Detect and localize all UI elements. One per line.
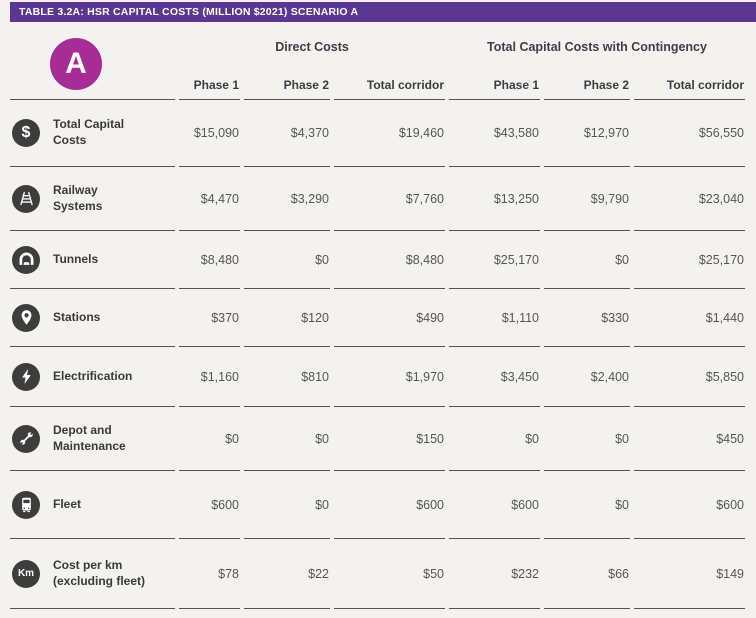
table-row-depot-maintenance: Depot and Maintenance $0 $0 $150 $0 $0 $…	[10, 407, 746, 471]
cell-value: $0	[544, 231, 631, 289]
cell-value: $450	[634, 407, 746, 471]
cell-value: $600	[634, 471, 746, 539]
cell-value: $23,040	[634, 167, 746, 231]
row-label: Railway Systems	[53, 182, 103, 213]
cell-value: $149	[634, 539, 746, 609]
cell-value: $0	[544, 471, 631, 539]
row-label: Stations	[53, 309, 101, 324]
cell-value: $3,450	[449, 347, 541, 407]
cell-value: $7,760	[334, 167, 446, 231]
cell-value: $56,550	[634, 100, 746, 167]
group-header-total-with-contingency: Total Capital Costs with Contingency	[487, 40, 707, 54]
row-label: Total Capital Costs	[53, 117, 125, 147]
cell-value: $9,790	[544, 167, 631, 231]
row-label: Electrification	[53, 368, 133, 383]
cell-value: $600	[334, 471, 446, 539]
table-row-cost-per-km: Km Cost per km (excluding fleet) $78 $22…	[10, 539, 746, 609]
tunnel-icon	[12, 245, 40, 274]
cell-value: $43,580	[449, 100, 541, 167]
cell-value: $0	[244, 471, 330, 539]
column-header-total-corridor-direct: Total corridor	[334, 62, 446, 100]
cell-value: $78	[179, 539, 240, 609]
table-row-electrification: Electrification $1,160 $810 $1,970 $3,45…	[10, 347, 746, 407]
map-pin-icon	[12, 303, 40, 332]
cell-value: $120	[244, 289, 330, 347]
cell-value: $25,170	[449, 231, 541, 289]
cell-value: $1,110	[449, 289, 541, 347]
column-header-phase2-direct: Phase 2	[244, 62, 330, 100]
cell-value: $19,460	[334, 100, 446, 167]
cell-value: $12,970	[544, 100, 631, 167]
table-row-tunnels: Tunnels $8,480 $0 $8,480 $25,170 $0 $25,…	[10, 231, 746, 289]
dollar-icon: $	[12, 119, 40, 147]
table-row-stations: Stations $370 $120 $490 $1,110 $330 $1,4…	[10, 289, 746, 347]
cell-value: $150	[334, 407, 446, 471]
column-header-phase1-contingency: Phase 1	[449, 62, 541, 100]
table-row-railway-systems: Railway Systems $4,470 $3,290 $7,760 $13…	[10, 167, 746, 231]
lightning-bolt-icon	[12, 362, 40, 391]
cell-value: $370	[179, 289, 240, 347]
table-title: TABLE 3.2A: HSR CAPITAL COSTS (MILLION $…	[19, 6, 359, 18]
cell-value: $4,470	[179, 167, 240, 231]
cell-value: $600	[179, 471, 240, 539]
column-group-header-row: Direct Costs Total Capital Costs with Co…	[10, 22, 745, 62]
table-row-total-capital-costs: $ Total Capital Costs $15,090 $4,370 $19…	[10, 100, 746, 167]
cell-value: $15,090	[179, 100, 240, 167]
cell-value: $13,250	[449, 167, 541, 231]
cell-value: $600	[449, 471, 541, 539]
cell-value: $8,480	[334, 231, 446, 289]
km-icon: Km	[12, 559, 40, 588]
cell-value: $0	[244, 231, 330, 289]
column-header-spacer	[10, 62, 175, 100]
cell-value: $0	[449, 407, 541, 471]
row-label: Fleet	[53, 496, 82, 511]
cell-value: $25,170	[634, 231, 746, 289]
column-header-row: Phase 1 Phase 2 Total corridor Phase 1 P…	[10, 62, 746, 100]
cell-value: $2,400	[544, 347, 631, 407]
group-header-direct-costs: Direct Costs	[275, 40, 349, 54]
cell-value: $0	[544, 407, 631, 471]
wrench-icon	[12, 424, 40, 453]
cell-value: $0	[244, 407, 330, 471]
column-header-phase2-contingency: Phase 2	[544, 62, 631, 100]
column-header-total-corridor-contingency: Total corridor	[634, 62, 746, 100]
cell-value: $5,850	[634, 347, 746, 407]
cell-value: $1,970	[334, 347, 446, 407]
cell-value: $1,440	[634, 289, 746, 347]
train-front-icon	[12, 490, 40, 519]
railway-track-icon	[12, 184, 40, 213]
cell-value: $1,160	[179, 347, 240, 407]
cell-value: $50	[334, 539, 446, 609]
cell-value: $232	[449, 539, 541, 609]
row-label: Depot and Maintenance	[53, 422, 126, 453]
cell-value: $22	[244, 539, 330, 609]
column-header-phase1-direct: Phase 1	[179, 62, 240, 100]
cell-value: $490	[334, 289, 446, 347]
row-label: Tunnels	[53, 251, 99, 266]
scenario-badge-letter: A	[65, 47, 87, 80]
cell-value: $330	[544, 289, 631, 347]
row-label: Cost per km (excluding fleet)	[53, 557, 146, 588]
capital-costs-table: Direct Costs Total Capital Costs with Co…	[6, 22, 749, 609]
cell-value: $4,370	[244, 100, 330, 167]
cell-value: $0	[179, 407, 240, 471]
cell-value: $66	[544, 539, 631, 609]
cell-value: $810	[244, 347, 330, 407]
cell-value: $3,290	[244, 167, 330, 231]
cell-value: $8,480	[179, 231, 240, 289]
scenario-a-badge: A	[50, 38, 102, 90]
table-row-fleet: Fleet $600 $0 $600 $600 $0 $600	[10, 471, 746, 539]
table-title-bar: TABLE 3.2A: HSR CAPITAL COSTS (MILLION $…	[10, 2, 756, 22]
